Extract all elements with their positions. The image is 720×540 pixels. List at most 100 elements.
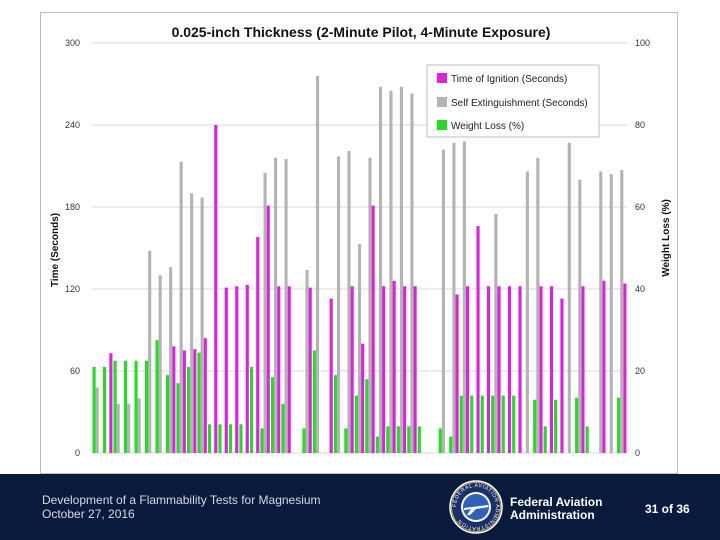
faa-seal-icon: FEDERAL AVIATION ADMINISTRATION bbox=[449, 480, 503, 534]
weight-loss-bar bbox=[365, 379, 369, 453]
ignition-bar bbox=[539, 286, 543, 453]
ignition-bar bbox=[308, 287, 312, 453]
weight-loss-bar bbox=[617, 397, 621, 453]
extinguishment-bar bbox=[452, 142, 456, 453]
y2-tick-label: 100 bbox=[635, 38, 650, 48]
weight-loss-bar bbox=[585, 426, 589, 453]
weight-loss-bar bbox=[144, 360, 149, 453]
weight-loss-bar bbox=[92, 366, 96, 453]
weight-loss-bar bbox=[512, 395, 516, 453]
ignition-bar bbox=[109, 353, 113, 453]
weight-loss-bar bbox=[123, 360, 128, 453]
ignition-bar bbox=[214, 125, 218, 453]
faa-name-line1: Federal Aviation bbox=[510, 495, 603, 509]
footer-date: October 27, 2016 bbox=[42, 507, 135, 521]
ignition-bar bbox=[560, 298, 564, 453]
y-tick-label: 0 bbox=[75, 448, 80, 458]
y-tick-label: 120 bbox=[65, 284, 80, 294]
weight-loss-bar bbox=[438, 428, 442, 453]
bars-layer bbox=[92, 75, 627, 454]
weight-loss-bar bbox=[165, 375, 170, 453]
ignition-bar bbox=[371, 205, 375, 453]
extinguishment-bar bbox=[305, 269, 309, 453]
extinguishment-bar bbox=[158, 275, 162, 453]
weight-loss-bar bbox=[333, 375, 337, 453]
weight-loss-bar bbox=[491, 395, 495, 453]
legend-box bbox=[426, 64, 600, 138]
weight-loss-bar bbox=[575, 397, 579, 453]
extinguishment-bar bbox=[116, 403, 120, 453]
ignition-bar bbox=[245, 284, 249, 453]
page-number: 31 of 36 bbox=[645, 502, 690, 516]
weight-loss-bar bbox=[396, 426, 400, 453]
legend-swatch-ignition bbox=[437, 73, 447, 83]
ignition-bar bbox=[486, 286, 491, 453]
y-tick-label: 300 bbox=[65, 38, 80, 48]
y2-axis-title: Weight Loss (%) bbox=[661, 199, 672, 277]
weight-loss-bar bbox=[176, 383, 180, 453]
ignition-bar bbox=[465, 286, 470, 453]
legend-swatch-weight-loss bbox=[437, 120, 447, 130]
footer-presentation-title: Development of a Flammability Tests for … bbox=[42, 493, 321, 507]
extinguishment-bar bbox=[567, 142, 571, 453]
weight-loss-bar bbox=[533, 399, 537, 453]
chart-title: 0.025-inch Thickness (2-Minute Pilot, 4-… bbox=[172, 24, 551, 40]
extinguishment-bar bbox=[95, 387, 99, 453]
footer-bar: Development of a Flammability Tests for … bbox=[0, 474, 720, 540]
weight-loss-bar bbox=[270, 377, 275, 453]
extinguishment-bar bbox=[357, 243, 362, 453]
ignition-bar bbox=[392, 280, 396, 453]
weight-loss-bar bbox=[239, 424, 243, 453]
weight-loss-bar bbox=[207, 424, 212, 453]
weight-loss-bar bbox=[302, 428, 306, 453]
extinguishment-bar bbox=[284, 159, 288, 453]
legend-label-weight-loss: Weight Loss (%) bbox=[451, 121, 524, 132]
weight-loss-bar bbox=[312, 350, 316, 453]
weight-loss-bar bbox=[260, 428, 264, 453]
weight-loss-bar bbox=[218, 424, 222, 453]
ignition-bar bbox=[287, 286, 291, 453]
y2-tick-label: 20 bbox=[635, 366, 645, 376]
ignition-bar bbox=[382, 286, 386, 453]
extinguishment-bar bbox=[609, 174, 613, 453]
weight-loss-bar bbox=[449, 436, 453, 453]
extinguishment-bar bbox=[274, 157, 278, 454]
weight-loss-bar bbox=[554, 399, 558, 453]
extinguishment-bar bbox=[200, 197, 204, 453]
ticks-layer: 0 60 120 180 240 300 0 20 40 60 80 100 bbox=[65, 38, 650, 458]
weight-loss-bar bbox=[480, 395, 484, 453]
y-tick-label: 240 bbox=[65, 120, 80, 130]
ignition-bar bbox=[581, 286, 585, 453]
ignition-bar bbox=[224, 287, 228, 453]
y2-tick-label: 60 bbox=[635, 202, 645, 212]
y2-tick-label: 80 bbox=[635, 120, 645, 130]
ignition-bar bbox=[256, 237, 260, 453]
extinguishment-bar bbox=[536, 157, 540, 454]
weight-loss-bar bbox=[228, 424, 233, 453]
ignition-bar bbox=[476, 226, 480, 453]
y-tick-label: 60 bbox=[70, 366, 80, 376]
weight-loss-bar bbox=[407, 426, 411, 453]
extinguishment-bar bbox=[169, 267, 173, 453]
legend-label-extinguishment: Self Extinguishment (Seconds) bbox=[451, 98, 588, 109]
ignition-bar bbox=[203, 338, 207, 453]
extinguishment-bar bbox=[315, 75, 320, 454]
ignition-bar bbox=[413, 286, 417, 453]
extinguishment-bar bbox=[462, 141, 466, 453]
weight-loss-bar bbox=[134, 360, 138, 453]
weight-loss-bar bbox=[543, 426, 547, 453]
ignition-bar bbox=[182, 350, 186, 453]
extinguishment-bar bbox=[525, 171, 529, 453]
extinguishment-bar bbox=[378, 86, 383, 453]
legend: Time of Ignition (Seconds) Self Extingui… bbox=[426, 64, 600, 138]
weight-loss-bar bbox=[155, 340, 159, 453]
extinguishment-bar bbox=[127, 403, 131, 453]
extinguishment-bar bbox=[179, 161, 183, 453]
ignition-bar bbox=[235, 286, 239, 453]
ignition-bar bbox=[623, 283, 627, 453]
y-tick-label: 180 bbox=[65, 202, 80, 212]
ignition-bar bbox=[602, 280, 606, 453]
legend-label-ignition: Time of Ignition (Seconds) bbox=[451, 74, 567, 85]
extinguishment-bar bbox=[368, 157, 372, 454]
ignition-bar bbox=[549, 286, 554, 453]
